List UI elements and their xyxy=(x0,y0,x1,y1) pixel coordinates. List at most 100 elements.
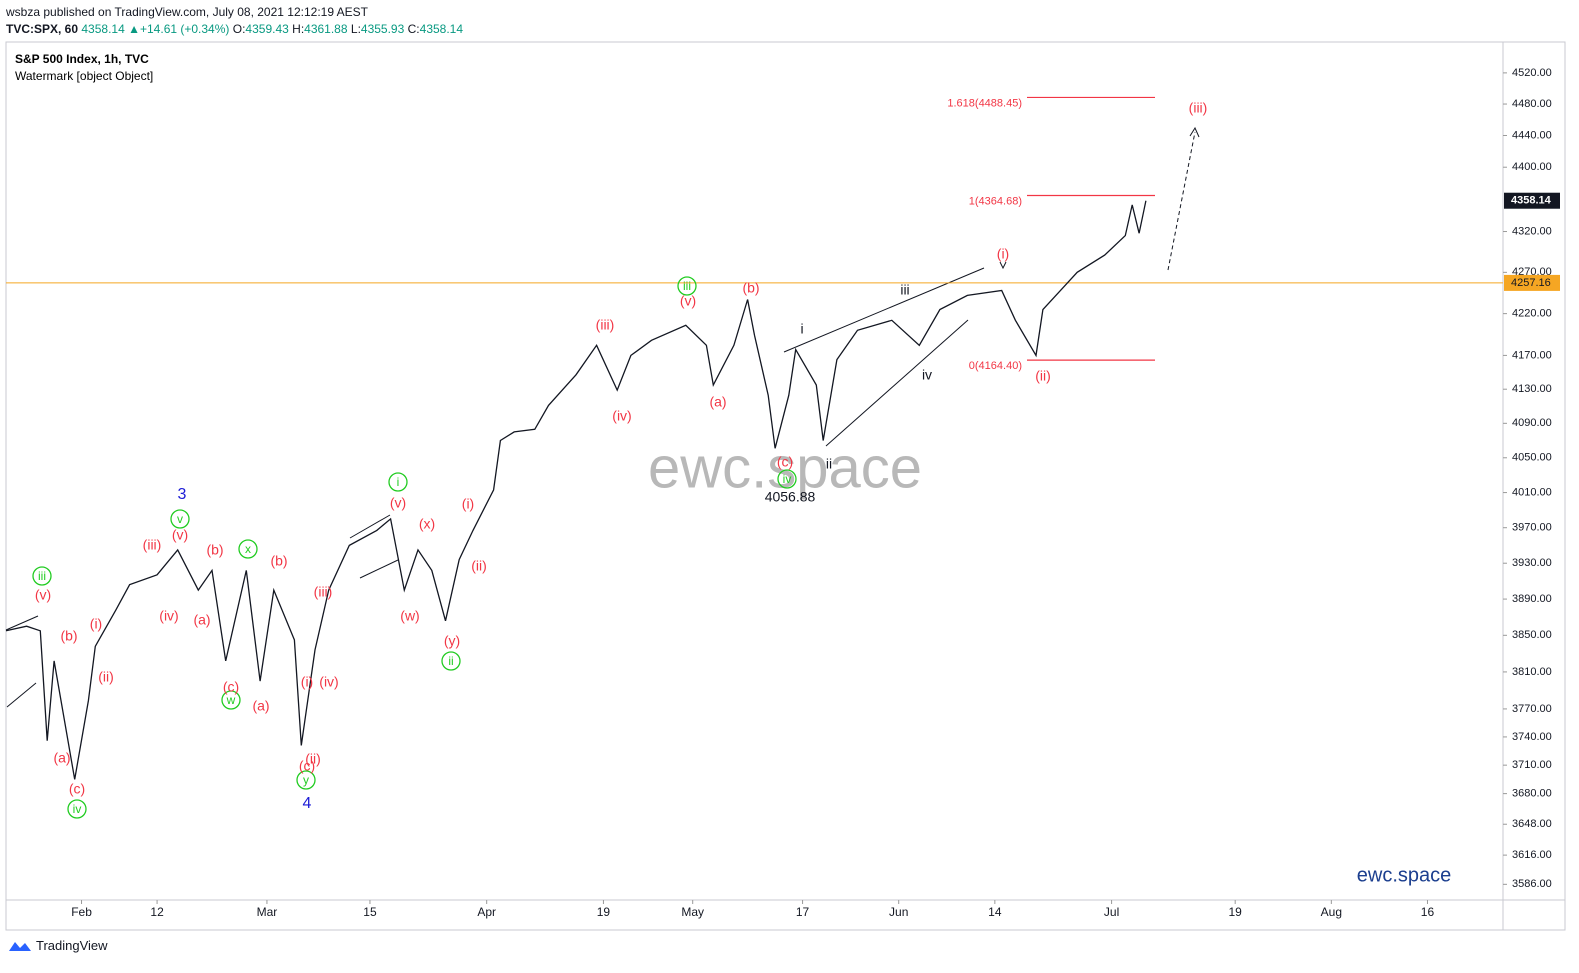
y-tick-label: 3970.00 xyxy=(1512,522,1552,534)
wave-circle xyxy=(238,539,258,559)
y-tick-label: 4520.00 xyxy=(1512,67,1552,79)
wave-label: (x) xyxy=(419,516,435,532)
y-tick-label: 3680.00 xyxy=(1512,788,1552,800)
ohlc-label: L: xyxy=(350,22,361,36)
wave-label: y xyxy=(303,773,309,787)
y-tick-label: 3890.00 xyxy=(1512,593,1552,605)
wave-label: (ii) xyxy=(98,669,114,685)
x-tick-label: 12 xyxy=(150,905,164,919)
wave-label: 4 xyxy=(303,795,312,812)
y-tick-label: 3710.00 xyxy=(1512,759,1552,771)
wave-label: (b) xyxy=(60,628,77,644)
footer: TradingView xyxy=(8,938,108,953)
wave-label: (a) xyxy=(53,750,70,766)
wave-label: (iii) xyxy=(314,584,333,600)
wave-circle xyxy=(32,566,52,586)
projection xyxy=(1167,131,1196,271)
wave-label: iii xyxy=(683,279,691,293)
y-tick-label: 4010.00 xyxy=(1512,486,1552,498)
price-tag-label: 4358.14 xyxy=(1511,195,1552,207)
y-tick-label: 4090.00 xyxy=(1512,417,1552,429)
symbol-line: TVC:SPX, 60 4358.14 ▲+14.61 (+0.34%) O:4… xyxy=(6,22,463,36)
wave-label: (i) xyxy=(462,496,474,512)
wave-label: (iv) xyxy=(612,408,631,424)
ohlc-value: 4361.88 xyxy=(304,22,348,36)
x-tick-label: Feb xyxy=(71,905,92,919)
wave-label: (ii) xyxy=(1035,368,1051,384)
y-tick-label: 3616.00 xyxy=(1512,849,1552,861)
price-tag xyxy=(1504,274,1560,291)
wave-label: (b) xyxy=(742,280,759,296)
y-tick-label: 4400.00 xyxy=(1512,161,1552,173)
y-tick-label: 3930.00 xyxy=(1512,557,1552,569)
y-tick-label: 3850.00 xyxy=(1512,629,1552,641)
wave-label: x xyxy=(245,542,251,556)
wave-label: iv xyxy=(73,802,82,816)
trend-line xyxy=(359,559,399,579)
x-tick-label: Aug xyxy=(1321,905,1342,919)
wave-circle xyxy=(441,651,461,671)
x-tick-label: Apr xyxy=(477,905,496,919)
y-tick-label: 3740.00 xyxy=(1512,731,1552,743)
trend-line xyxy=(6,682,37,708)
x-tick-label: 15 xyxy=(363,905,377,919)
ohlc-label: C: xyxy=(407,22,420,36)
y-tick-label: 4130.00 xyxy=(1512,383,1552,395)
x-tick-label: 19 xyxy=(597,905,611,919)
ohlc-label: O: xyxy=(232,22,246,36)
logo xyxy=(9,941,31,951)
footer-text: TradingView xyxy=(36,938,108,953)
y-tick-label: 4440.00 xyxy=(1512,129,1552,141)
wave-label: (b) xyxy=(206,542,223,558)
trend-line xyxy=(825,319,969,447)
wave-label: w xyxy=(226,693,236,707)
wave-circle xyxy=(170,509,190,529)
wave-label: (v) xyxy=(680,293,696,309)
wave-label: iii xyxy=(38,569,46,583)
trend-line xyxy=(349,514,391,539)
wave-label: (i) xyxy=(90,616,102,632)
wave-label: (b) xyxy=(270,553,287,569)
arrow: ▲ xyxy=(128,22,140,36)
y-tick-label: 3648.00 xyxy=(1512,818,1552,830)
x-tick-label: Jun xyxy=(889,905,908,919)
x-tick-label: May xyxy=(681,905,704,919)
y-tick-label: 4220.00 xyxy=(1512,308,1552,320)
wave-label: (a) xyxy=(252,698,269,714)
arrow-head xyxy=(999,261,1007,270)
y-tick-label: 3770.00 xyxy=(1512,703,1552,715)
wave-label: (c) xyxy=(223,679,239,695)
price-tag-label: 4257.16 xyxy=(1511,277,1551,289)
x-tick-label: Mar xyxy=(257,905,278,919)
wave-label: (c) xyxy=(69,781,85,797)
wave-label: (iv) xyxy=(319,674,338,690)
price: 4358.14 xyxy=(81,22,125,36)
fib-label: 1(4364.68) xyxy=(969,195,1022,207)
chart-frame xyxy=(5,41,1566,931)
fib-label: 0(4164.40) xyxy=(969,360,1022,372)
wave-label: iv xyxy=(922,367,932,383)
price-line xyxy=(5,200,1147,780)
wave-circle xyxy=(67,799,87,819)
wave-label: (w) xyxy=(400,608,419,624)
wave-circle xyxy=(221,690,241,710)
wave-label: iii xyxy=(900,282,909,298)
wave-label: (a) xyxy=(709,394,726,410)
trend-lines xyxy=(5,126,1200,708)
arrow-head xyxy=(1189,126,1200,138)
y-tick-label: 3586.00 xyxy=(1512,878,1552,890)
y-tick-label: 4320.00 xyxy=(1512,225,1552,237)
wave-label: ii xyxy=(826,456,832,472)
ohlc-value: 4359.43 xyxy=(245,22,289,36)
price-tag xyxy=(1504,192,1560,209)
watermark: ewc.space xyxy=(648,435,922,500)
wave-label: (iv) xyxy=(159,608,178,624)
trend-line xyxy=(783,267,985,353)
x-tick-label: Jul xyxy=(1104,905,1119,919)
wave-label: (ii) xyxy=(471,558,487,574)
wave-label: (c) xyxy=(299,758,315,774)
legend: S&P 500 Index, 1h, TVC xyxy=(15,52,149,66)
wave-circle xyxy=(388,472,408,492)
